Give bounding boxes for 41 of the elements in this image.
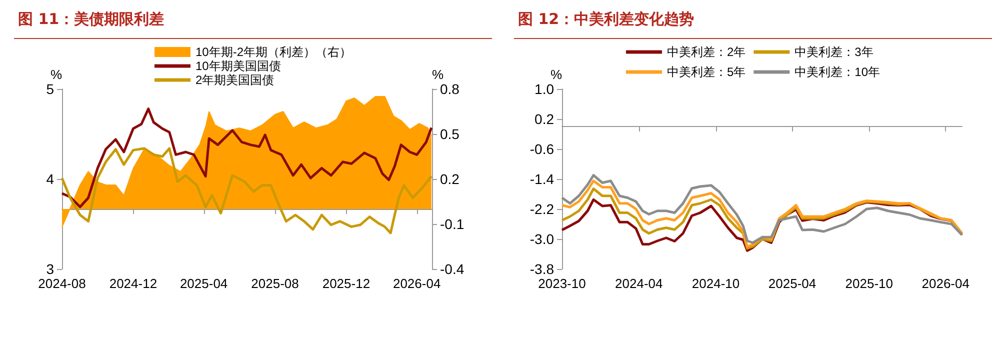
y-tick-label: -1.4: [530, 171, 554, 187]
y2-tick-label: 0.8: [440, 81, 460, 97]
y-tick-label: -3.8: [530, 261, 554, 277]
y-tick-label: 5: [46, 81, 54, 97]
x-tick-label: 2025-08: [251, 276, 299, 291]
legend-label: 10年期-2年期（利差）（右）: [195, 45, 352, 59]
y-tick-label: -3.0: [530, 231, 554, 247]
legend-label: 2年期美国国债: [195, 73, 274, 87]
x-tick-label: 2024-04: [615, 276, 663, 291]
y-tick-label: 3: [46, 261, 54, 277]
legend-label: 10年期美国国债: [195, 59, 281, 73]
y-tick-label: 1.0: [534, 81, 554, 97]
x-tick-label: 2025-10: [845, 276, 893, 291]
y2-axis-title: %: [432, 67, 444, 82]
y-axis-title: %: [50, 67, 62, 82]
y2-tick-label: 0.5: [440, 126, 460, 142]
x-tick-label: 2026-04: [922, 276, 970, 291]
x-tick-label: 2026-04: [392, 276, 441, 291]
legend-label: 中美利差：2年: [666, 45, 746, 59]
legend-label: 中美利差：3年: [794, 45, 874, 59]
y-axis-title: %: [550, 67, 562, 82]
y2-tick-label: -0.1: [440, 216, 464, 232]
x-tick-label: 2025-12: [322, 276, 370, 291]
chart-title: 图 12：中美利差变化趋势: [514, 0, 992, 39]
x-tick-label: 2024-08: [38, 276, 86, 291]
y-tick-label: 4: [46, 171, 54, 187]
y-tick-label: 0.2: [534, 111, 554, 127]
y2-tick-label: -0.4: [440, 261, 464, 277]
y-tick-label: -0.6: [530, 141, 554, 157]
line-series: [60, 108, 433, 208]
chart-title: 图 11：美债期限利差: [14, 0, 492, 39]
legend-label: 中美利差：10年: [794, 65, 880, 79]
y-tick-label: -2.2: [530, 201, 554, 217]
legend-label: 中美利差：5年: [666, 65, 746, 79]
y2-tick-label: 0.2: [440, 171, 460, 187]
x-tick-label: 2024-12: [109, 276, 158, 291]
x-tick-label: 2025-04: [768, 276, 816, 291]
line-series: [60, 147, 433, 234]
x-tick-label: 2023-10: [538, 276, 586, 291]
x-tick-label: 2025-04: [180, 276, 228, 291]
x-tick-label: 2024-10: [692, 276, 740, 291]
